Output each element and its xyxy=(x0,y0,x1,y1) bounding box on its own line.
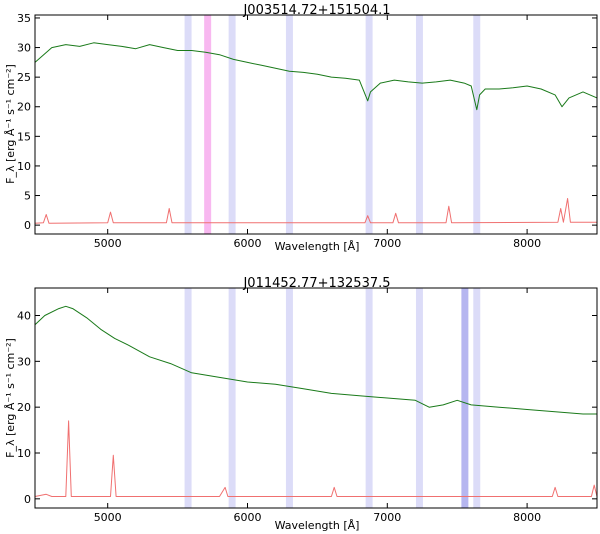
bottom-ytick-label: 30 xyxy=(17,355,31,368)
bottom-ytick-label: 10 xyxy=(17,447,31,460)
bottom-band-mask xyxy=(285,288,293,508)
bottom-spectrum-panel: J011452.77+132537.5 Wavelength [Å] F_λ [… xyxy=(4,276,598,532)
bottom-xtick-label: 7000 xyxy=(373,511,401,524)
top-ytick-label: 30 xyxy=(17,42,31,55)
top-panel-title: J003514.72+151504.1 xyxy=(242,3,390,18)
top-ytick-label: 25 xyxy=(17,71,31,84)
bottom-ytick-label: 0 xyxy=(24,493,31,506)
bottom-panel-xlabel: Wavelength [Å] xyxy=(275,519,360,532)
top-ytick-label: 15 xyxy=(17,130,31,143)
bottom-panel-ylabel: F_λ [erg Å⁻¹ s⁻¹ cm⁻²] xyxy=(4,338,17,458)
top-band-mask xyxy=(228,15,236,234)
top-band-mask xyxy=(473,15,481,234)
top-ytick-label: 10 xyxy=(17,160,31,173)
bottom-band-mask xyxy=(184,288,192,508)
top-panel-ylabel: F_λ [erg Å⁻¹ s⁻¹ cm⁻²] xyxy=(4,64,17,184)
top-ytick-label: 5 xyxy=(24,190,31,203)
bottom-xtick-label: 6000 xyxy=(233,511,261,524)
bottom-axes-frame xyxy=(34,287,598,509)
top-ytick-label: 20 xyxy=(17,101,31,114)
top-axes-frame xyxy=(34,14,598,235)
top-band-mask xyxy=(285,15,293,234)
top-xtick-label: 8000 xyxy=(513,237,541,250)
bottom-xtick-label: 8000 xyxy=(513,511,541,524)
top-xtick-label: 6000 xyxy=(233,237,261,250)
bottom-band-strong xyxy=(461,288,469,508)
top-xtick-label: 5000 xyxy=(94,237,122,250)
bottom-band-mask xyxy=(473,288,481,508)
bottom-band-mask xyxy=(415,288,423,508)
bottom-band-mask xyxy=(365,288,373,508)
bottom-series-error xyxy=(34,420,598,497)
top-ytick-label: 35 xyxy=(17,12,31,25)
top-band-mask xyxy=(365,15,373,234)
bottom-band-mask xyxy=(228,288,236,508)
bottom-ytick-label: 20 xyxy=(17,401,31,414)
bottom-panel-title: J011452.77+132537.5 xyxy=(242,276,390,291)
bottom-ytick-label: 40 xyxy=(17,310,31,323)
bottom-xtick-label: 5000 xyxy=(94,511,122,524)
top-band-mask xyxy=(184,15,192,234)
top-band-magenta xyxy=(204,15,212,234)
top-series-flux xyxy=(34,42,598,111)
top-series-error xyxy=(34,198,597,224)
top-panel-xlabel: Wavelength [Å] xyxy=(275,240,360,253)
top-spectrum-panel: J003514.72+151504.1 Wavelength [Å] F_λ [… xyxy=(4,3,598,253)
bottom-series-flux xyxy=(34,305,597,415)
top-ytick-label: 0 xyxy=(24,219,31,232)
top-xtick-label: 7000 xyxy=(373,237,401,250)
top-band-mask xyxy=(415,15,423,234)
